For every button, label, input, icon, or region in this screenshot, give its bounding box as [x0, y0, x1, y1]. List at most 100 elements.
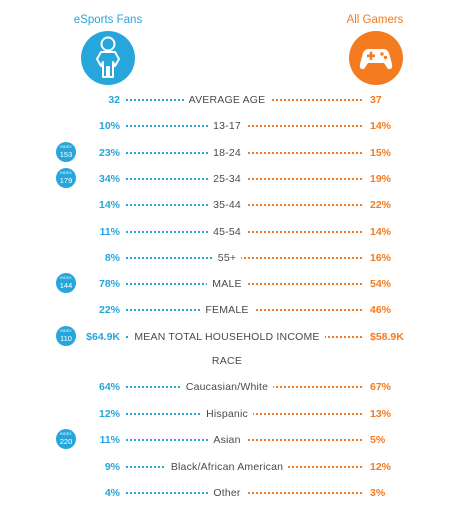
row-2: 18-24 23% 15% INDEX 153	[0, 142, 454, 162]
row-label: Other	[208, 487, 246, 499]
all-gamers-header: All Gamers	[346, 14, 404, 26]
fans-dotted-leader	[126, 283, 236, 287]
fans-dotted-leader	[126, 492, 236, 496]
index-badge-label: INDEX	[60, 145, 72, 149]
all-gamers-value: 3%	[370, 487, 386, 499]
row-label: 13-17	[208, 120, 246, 132]
fans-dotted-leader	[126, 178, 236, 182]
esports-fans-value: 64%	[98, 381, 120, 393]
index-badge-value: 144	[59, 280, 73, 290]
index-badge-label: INDEX	[60, 432, 72, 436]
all-gamers-value: 13%	[370, 408, 392, 420]
gamers-dotted-leader	[236, 178, 362, 182]
row-label: Caucasian/White	[180, 381, 274, 393]
esports-fans-value: 14%	[98, 199, 120, 211]
all-gamers-value: 19%	[370, 173, 392, 185]
person-icon	[81, 31, 135, 85]
row-7: MALE 78% 54% INDEX 144	[0, 273, 454, 293]
row-label: AVERAGE AGE	[183, 94, 271, 106]
row-label: 45-54	[208, 226, 246, 238]
all-gamers-value: 12%	[370, 461, 392, 473]
row-0: AVERAGE AGE 32 37	[0, 92, 454, 108]
row-label: 25-34	[208, 173, 246, 185]
fans-dotted-leader	[126, 231, 236, 235]
esports-fans-value: 78%	[98, 278, 120, 290]
index-badge-label: INDEX	[60, 171, 72, 175]
esports-fans-value: 32	[108, 94, 120, 106]
gamers-dotted-leader	[236, 152, 362, 156]
race-section-title: RACE	[211, 355, 243, 367]
gamers-dotted-leader	[236, 231, 362, 235]
index-badge-value: 179	[59, 175, 73, 185]
index-badge: INDEX 220	[56, 429, 76, 449]
row-label: Hispanic	[201, 408, 253, 420]
fans-dotted-leader	[126, 257, 236, 261]
fans-dotted-leader	[126, 125, 236, 129]
fans-dotted-leader	[126, 309, 236, 313]
all-gamers-value: 54%	[370, 278, 392, 290]
index-badge: INDEX 153	[56, 142, 76, 162]
row-label: 55+	[212, 252, 242, 264]
esports-fans-value: 8%	[104, 252, 120, 264]
index-badge: INDEX 179	[56, 168, 76, 188]
gamers-dotted-leader	[236, 99, 362, 103]
esports-fans-value: 11%	[99, 226, 120, 238]
gamepad-icon	[349, 31, 403, 85]
all-gamers-value: 14%	[370, 226, 392, 238]
gamers-dotted-leader	[236, 125, 362, 129]
row-label: FEMALE	[200, 304, 254, 316]
all-gamers-value: 67%	[370, 381, 392, 393]
gamers-dotted-leader	[236, 283, 362, 287]
row-label: Asian	[208, 434, 246, 446]
all-gamers-value: 15%	[370, 147, 392, 159]
fans-dotted-leader	[126, 413, 236, 417]
index-badge-label: INDEX	[60, 329, 72, 333]
esports-fans-value: 11%	[99, 434, 120, 446]
fans-dotted-leader	[126, 439, 236, 443]
row-race-0: Caucasian/White 64% 67%	[0, 379, 454, 395]
all-gamers-value: 22%	[370, 199, 392, 211]
fans-dotted-leader	[126, 204, 236, 208]
gamers-dotted-leader	[236, 386, 362, 390]
esports-fans-value: 9%	[104, 461, 120, 473]
gamers-dotted-leader	[236, 204, 362, 208]
esports-fans-value: 10%	[98, 120, 120, 132]
index-badge-value: 153	[59, 149, 73, 159]
gamers-dotted-leader	[236, 492, 362, 496]
row-race-4: Other 4% 3%	[0, 485, 454, 501]
index-badge: INDEX 110	[56, 326, 76, 346]
gamers-dotted-leader	[236, 309, 362, 313]
all-gamers-value: 14%	[370, 120, 392, 132]
row-3: 25-34 34% 19% INDEX 179	[0, 168, 454, 188]
row-8: FEMALE 22% 46%	[0, 302, 454, 318]
row-race-2: Asian 11% 5% INDEX 220	[0, 429, 454, 449]
row-race-3: Black/African American 9% 12%	[0, 459, 454, 475]
gamers-dotted-leader	[236, 257, 362, 261]
esports-fans-value: 23%	[98, 147, 120, 159]
fans-dotted-leader	[126, 152, 236, 156]
all-gamers-value: $58.9K	[370, 331, 404, 343]
index-badge-label: INDEX	[60, 276, 72, 280]
all-gamers-value: 37	[370, 94, 382, 106]
esports-fans-value: 4%	[104, 487, 120, 499]
row-label: 18-24	[208, 147, 246, 159]
row-4: 35-44 14% 22%	[0, 197, 454, 213]
esports-fans-header: eSports Fans	[73, 14, 143, 26]
row-6: 55+ 8% 16%	[0, 250, 454, 266]
index-badge-value: 110	[60, 333, 72, 343]
index-badge-value: 220	[59, 436, 73, 446]
esports-fans-value: 34%	[98, 173, 120, 185]
esports-fans-value: 22%	[98, 304, 120, 316]
gamers-dotted-leader	[236, 439, 362, 443]
row-5: 45-54 11% 14%	[0, 224, 454, 240]
gamers-dotted-leader	[236, 466, 362, 470]
fans-dotted-leader	[126, 99, 236, 103]
row-label: 35-44	[208, 199, 246, 211]
row-1: 13-17 10% 14%	[0, 118, 454, 134]
esports-fans-value: $64.9K	[86, 331, 120, 343]
row-race-1: Hispanic 12% 13%	[0, 406, 454, 422]
all-gamers-value: 5%	[370, 434, 386, 446]
index-badge: INDEX 144	[56, 273, 76, 293]
row-label: MALE	[207, 278, 247, 290]
row-label: Black/African American	[165, 461, 289, 473]
